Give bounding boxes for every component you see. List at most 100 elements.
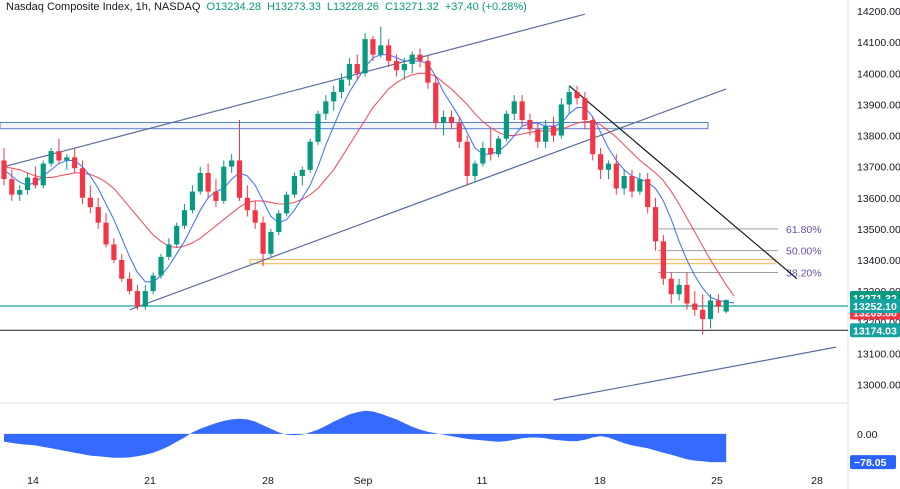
candle bbox=[676, 278, 682, 301]
candle bbox=[401, 57, 407, 80]
candle-body bbox=[550, 126, 557, 136]
candle bbox=[9, 169, 15, 201]
candle bbox=[354, 54, 360, 80]
candle bbox=[32, 166, 38, 189]
candle-body bbox=[637, 179, 643, 192]
candle bbox=[574, 85, 580, 105]
candle bbox=[268, 228, 274, 257]
candle bbox=[409, 51, 415, 74]
candle-body bbox=[221, 166, 227, 201]
candle bbox=[558, 98, 564, 139]
chart-header: Nasdaq Composite Index, 1h, NASDAQ O1323… bbox=[6, 1, 530, 13]
candle bbox=[707, 294, 714, 329]
y-tick-label: 14000.00 bbox=[857, 68, 900, 80]
candle-body bbox=[48, 151, 54, 164]
candle-body bbox=[79, 168, 86, 198]
candle-body bbox=[488, 148, 494, 155]
ma-slow-line bbox=[3, 72, 735, 297]
candle bbox=[464, 135, 470, 186]
candle bbox=[331, 85, 337, 111]
candle-body bbox=[40, 163, 46, 186]
candle-body bbox=[244, 197, 250, 211]
candle-body bbox=[64, 157, 70, 161]
candle-body bbox=[32, 177, 38, 186]
candle bbox=[48, 148, 54, 167]
candle-body bbox=[338, 79, 345, 92]
candle bbox=[346, 57, 352, 86]
y-tick-label: 13800.00 bbox=[857, 131, 900, 143]
candle-body bbox=[613, 163, 619, 189]
candle-body bbox=[1, 160, 7, 180]
candle-body bbox=[566, 92, 572, 105]
candle bbox=[723, 299, 729, 314]
y-tick-label: 13500.00 bbox=[857, 224, 900, 236]
candle-body bbox=[582, 98, 588, 120]
candle-body bbox=[660, 241, 666, 279]
candle bbox=[1, 148, 7, 186]
candle-body bbox=[197, 172, 203, 192]
candle-body bbox=[543, 126, 549, 142]
candle-body bbox=[700, 309, 706, 320]
x-tick-label: 21 bbox=[144, 475, 156, 487]
candle-body bbox=[9, 179, 15, 195]
x-tick-label: 14 bbox=[27, 475, 39, 487]
candle-body bbox=[441, 116, 447, 124]
falling-trendline bbox=[568, 85, 798, 280]
candle bbox=[425, 54, 431, 89]
price-tag-label: 13174.03 bbox=[853, 325, 897, 337]
candle-body bbox=[621, 176, 627, 189]
candle bbox=[684, 272, 690, 310]
candle-body bbox=[511, 101, 517, 114]
rising-trendline-lower bbox=[129, 88, 727, 311]
candle bbox=[87, 185, 93, 214]
candle bbox=[142, 284, 148, 310]
candle bbox=[40, 160, 46, 189]
candle-body bbox=[17, 190, 23, 195]
candle-body bbox=[127, 278, 133, 292]
candle-body bbox=[158, 256, 164, 276]
candle bbox=[307, 138, 313, 173]
candle bbox=[441, 110, 447, 136]
candle bbox=[480, 141, 486, 167]
candle-body bbox=[229, 160, 235, 167]
candle bbox=[174, 222, 180, 248]
candle-body bbox=[323, 101, 329, 114]
candle-body bbox=[574, 92, 580, 99]
candle-body bbox=[299, 169, 305, 176]
candle-body bbox=[166, 244, 172, 257]
candle-body bbox=[189, 191, 195, 211]
candle bbox=[456, 116, 462, 148]
candle bbox=[236, 120, 243, 201]
candle-body bbox=[103, 222, 109, 245]
candle-body bbox=[480, 148, 486, 164]
candle bbox=[448, 110, 455, 130]
y-tick-label: 13600.00 bbox=[857, 193, 900, 205]
candle-body bbox=[652, 207, 659, 242]
candle bbox=[158, 253, 164, 279]
candle-body bbox=[590, 120, 596, 155]
candle-body bbox=[291, 176, 298, 195]
candle bbox=[252, 200, 258, 229]
candle-body bbox=[598, 154, 604, 170]
candle-body bbox=[503, 113, 509, 139]
candle bbox=[472, 160, 478, 183]
candle bbox=[213, 179, 219, 208]
high-value: H13273.33 bbox=[267, 1, 321, 13]
oscillator-value-label: −78.05 bbox=[854, 457, 887, 469]
candle bbox=[119, 253, 125, 282]
candle bbox=[291, 172, 298, 198]
price-tag bbox=[850, 299, 900, 314]
candle-body bbox=[378, 45, 384, 55]
candle-body bbox=[605, 163, 612, 170]
y-tick-label: 13700.00 bbox=[857, 162, 900, 174]
oscillator-zero-label: 0.00 bbox=[857, 429, 878, 441]
candle-body bbox=[519, 101, 525, 120]
candle bbox=[166, 238, 172, 260]
candle-body bbox=[315, 113, 321, 142]
candle bbox=[605, 160, 612, 180]
candle bbox=[370, 36, 376, 61]
y-tick-label: 13100.00 bbox=[857, 348, 900, 360]
candle bbox=[590, 116, 596, 161]
x-tick-label: Sep bbox=[354, 475, 373, 487]
